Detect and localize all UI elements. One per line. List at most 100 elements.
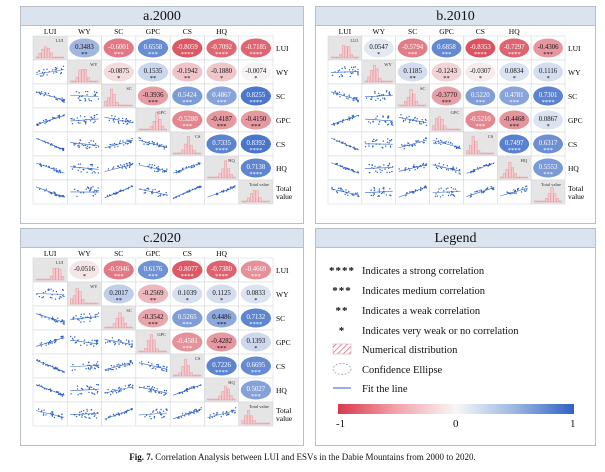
scatter-point (46, 68, 48, 70)
histogram-bar (84, 302, 88, 305)
scatter-point (77, 122, 80, 124)
scatter-point (186, 388, 189, 390)
scatter-point (112, 413, 115, 416)
scatter-point (128, 385, 130, 387)
scatter-point (113, 365, 115, 367)
scatter-point (476, 167, 479, 169)
legend-title: Legend (316, 229, 595, 248)
legend-item-weak: ** Indicates a weak correlation (328, 303, 481, 319)
histogram-bar (70, 298, 73, 305)
scatter-point (352, 99, 354, 101)
scatter-point (373, 140, 375, 143)
histogram-bar (437, 116, 441, 131)
scatter-point (375, 140, 377, 142)
scatter-plot (35, 186, 65, 198)
scatter-point (390, 139, 393, 141)
correlation-value: -0.4669 (245, 266, 267, 273)
significance-stars: * (117, 75, 120, 82)
fit-line (364, 167, 393, 169)
significance-stars: * (254, 297, 257, 304)
correlation-value: -0.3770 (436, 92, 458, 99)
scatter-point (331, 186, 333, 189)
correlation-value: 0.5027 (247, 386, 266, 393)
fit-line (35, 137, 65, 151)
scatter-point (147, 143, 149, 146)
scatter-point (95, 91, 98, 94)
histogram-bar (485, 152, 489, 155)
scatter-point (79, 393, 81, 395)
correlation-value: 0.1393 (247, 338, 266, 345)
histogram-bar (129, 326, 133, 329)
histogram-bar (409, 89, 413, 107)
scatter-point (478, 190, 480, 192)
histogram-bar (164, 128, 167, 131)
scatter-point (118, 366, 120, 369)
scatter-point (425, 163, 427, 165)
correlation-value: -0.6001 (108, 44, 129, 51)
histogram-bar (502, 173, 506, 179)
scatter-point (349, 75, 352, 78)
scatter-point (118, 391, 120, 393)
scatter-point (114, 146, 116, 148)
fit-line (173, 185, 202, 199)
correlation-ellipse (431, 62, 462, 82)
scatter-point (39, 343, 41, 345)
histogram-bar (370, 70, 374, 83)
scatter-point (38, 295, 41, 298)
fit-line (35, 359, 65, 373)
correlation-value: 0.5265 (178, 314, 197, 321)
scatter-point (225, 410, 228, 413)
histogram-bar (121, 104, 125, 107)
scatter-plot (35, 335, 65, 347)
scatter-point (388, 142, 390, 144)
histogram-bar (247, 410, 251, 425)
scatter-point (54, 146, 56, 148)
scatter-point (434, 141, 437, 144)
scatter-point (348, 94, 350, 96)
scatter-point (526, 189, 528, 191)
scatter-point (190, 386, 193, 388)
scatter-point (62, 319, 64, 322)
correlation-value: -0.7297 (504, 44, 526, 51)
scatter-point (71, 369, 74, 371)
histogram-bar (516, 176, 520, 179)
scatter-point (104, 342, 107, 344)
hatch-swatch-icon (328, 343, 356, 358)
scatter-point (57, 391, 60, 393)
scatter-point (85, 90, 87, 93)
scatter-point (94, 339, 96, 342)
histogram (207, 160, 236, 179)
scatter-point (523, 190, 526, 192)
significance-stars: *** (251, 369, 261, 376)
histogram-bar (175, 374, 179, 377)
legend-item-strong: **** Indicates a strong correlation (328, 263, 484, 279)
scatter-point (93, 367, 96, 369)
scatter-point (108, 119, 111, 122)
histogram-bar (35, 278, 39, 281)
scatter-point (78, 319, 80, 321)
scatter-point (42, 414, 45, 416)
legend-symbol: *** (332, 285, 352, 297)
histogram-bar (224, 385, 228, 401)
correlation-ellipse (206, 134, 237, 154)
scatter-plot (104, 162, 134, 172)
scatter-point (192, 412, 194, 414)
histogram-bar (47, 48, 50, 59)
scatter-plot (35, 313, 65, 325)
histogram-bar (466, 150, 470, 155)
scatter-point (153, 417, 156, 419)
scatter-point (122, 122, 125, 125)
scatter-point (96, 339, 99, 342)
histogram-bar (482, 152, 486, 155)
scatter-point (515, 192, 517, 194)
scatter-point (88, 142, 90, 144)
scatter-point (459, 147, 461, 150)
scatter-point (40, 345, 43, 347)
scatter-point (348, 190, 350, 193)
scatter-point (44, 291, 47, 293)
scatter-point (340, 74, 342, 76)
column-label: WY (78, 249, 91, 258)
diag-label: WY (90, 284, 98, 289)
legend-symbol: ** (335, 305, 349, 317)
row-label: LUI (568, 44, 581, 53)
